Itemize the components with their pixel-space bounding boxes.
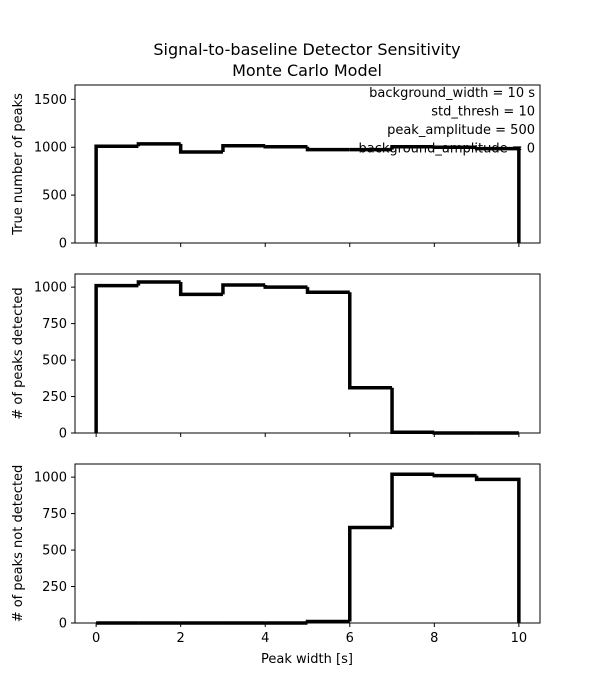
x-tick-label: 8 bbox=[430, 631, 438, 646]
y-tick-label: 1500 bbox=[34, 93, 67, 108]
annotation-line: background_amplitude = 0 bbox=[358, 142, 535, 157]
x-tick-label: 0 bbox=[92, 631, 100, 646]
y-tick-label: 250 bbox=[42, 580, 67, 595]
chart-title-line-1: Signal-to-baseline Detector Sensitivity bbox=[153, 40, 460, 59]
x-tick-label: 6 bbox=[346, 631, 354, 646]
y-tick-label: 1000 bbox=[34, 281, 67, 296]
histogram-bin bbox=[432, 473, 477, 478]
histogram-bin bbox=[348, 292, 393, 390]
panel-1: 0 500 1000 1500 True number of peaks backgrou… bbox=[11, 84, 541, 252]
y-tick-label: 500 bbox=[42, 544, 67, 559]
annotation-line: peak_amplitude = 500 bbox=[387, 123, 535, 138]
annotation-line: std_thresh = 10 bbox=[431, 105, 535, 120]
panel-2: 0 250 500 750 1000 # of peaks detected bbox=[11, 273, 541, 442]
parameter-annotation: background_width = 10 s std_thresh = 10 pe… bbox=[358, 86, 535, 157]
axes-frame bbox=[74, 84, 541, 244]
y-tick-label: 500 bbox=[42, 189, 67, 204]
y-tick-label: 750 bbox=[42, 507, 67, 522]
histogram-bin bbox=[221, 283, 266, 295]
y-tick-label: 500 bbox=[42, 354, 67, 369]
chart-title-line-2: Monte Carlo Model bbox=[232, 61, 382, 80]
y-tick-label: 1000 bbox=[34, 141, 67, 156]
y-tick-label: 750 bbox=[42, 317, 67, 332]
histogram-bin bbox=[474, 146, 521, 243]
x-tick-label: 2 bbox=[177, 631, 185, 646]
axes-frame bbox=[74, 463, 541, 624]
y-axis-label: # of peaks detected bbox=[11, 287, 26, 419]
histogram-bin bbox=[390, 387, 435, 435]
histogram-bin bbox=[305, 287, 350, 294]
histogram-bin bbox=[94, 144, 139, 243]
y-axis-label: True number of peaks bbox=[11, 93, 26, 236]
histogram-bin bbox=[263, 145, 308, 149]
histogram-bin bbox=[136, 280, 181, 286]
histogram-bin bbox=[305, 146, 350, 152]
histogram-bin bbox=[221, 144, 266, 153]
chart-title: Signal-to-baseline Detector Sensitivity … bbox=[153, 40, 460, 80]
x-axis-label: Peak width [s] bbox=[261, 652, 353, 667]
annotation-line: background_width = 10 s bbox=[369, 86, 535, 101]
y-tick-label: 1000 bbox=[34, 471, 67, 486]
y-tick-label: 250 bbox=[42, 390, 67, 405]
histogram-bin bbox=[390, 145, 435, 150]
axes-frame bbox=[74, 273, 541, 434]
y-axis-label: # of peaks not detected bbox=[11, 465, 26, 623]
histogram-bin bbox=[178, 143, 223, 154]
y-tick-label: 0 bbox=[59, 427, 67, 442]
histogram-bin bbox=[136, 142, 181, 147]
histogram-bin bbox=[474, 475, 521, 623]
panel-3: 0 250 500 750 1000 0 2 4 6 8 10 # of peaks not dete… bbox=[11, 463, 541, 646]
histogram-bin bbox=[178, 282, 223, 297]
histogram-bin bbox=[390, 472, 435, 528]
y-tick-label: 0 bbox=[59, 617, 67, 632]
x-tick-label: 10 bbox=[511, 631, 528, 646]
x-tick-label: 4 bbox=[261, 631, 269, 646]
histogram-bin bbox=[94, 283, 139, 433]
y-tick-label: 0 bbox=[59, 237, 67, 252]
histogram-bin bbox=[348, 525, 393, 622]
histogram-bin bbox=[263, 284, 308, 289]
